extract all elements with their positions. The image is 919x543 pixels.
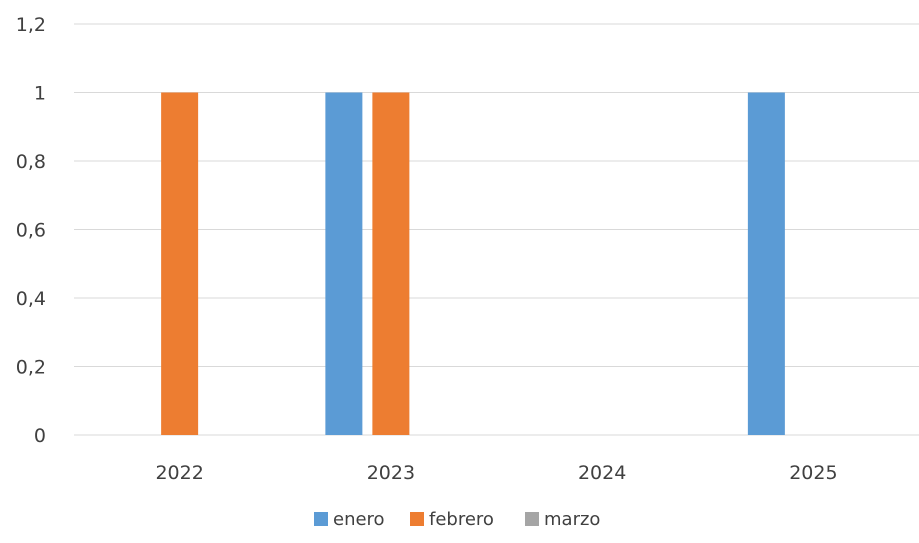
x-tick-label: 2025 [789, 462, 837, 484]
legend-label-febrero: febrero [429, 509, 494, 530]
legend-label-enero: enero [333, 509, 385, 530]
bars [161, 92, 785, 435]
y-axis-tick-labels: 0 0,2 0,4 0,6 0,8 1 1,2 [16, 14, 46, 447]
y-tick-label: 0,4 [16, 288, 46, 310]
y-tick-label: 1 [34, 83, 46, 105]
x-tick-label: 2024 [578, 462, 626, 484]
x-tick-label: 2022 [155, 462, 203, 484]
bar-febrero-2022 [161, 92, 199, 435]
bar-febrero-2023 [372, 92, 410, 435]
y-tick-label: 0 [34, 425, 46, 447]
legend-swatch-marzo [525, 512, 539, 526]
bar-enero-2025 [747, 92, 785, 435]
y-tick-label: 0,2 [16, 357, 46, 379]
y-tick-label: 0,6 [16, 220, 46, 242]
legend-swatch-enero [314, 512, 328, 526]
bar-enero-2023 [325, 92, 363, 435]
y-tick-label: 0,8 [16, 151, 46, 173]
legend-label-marzo: marzo [544, 509, 600, 530]
gridlines [74, 23, 919, 436]
x-axis-tick-labels: 2022 2023 2024 2025 [155, 462, 837, 484]
legend: enero febrero marzo [314, 509, 600, 530]
legend-swatch-febrero [410, 512, 424, 526]
y-tick-label: 1,2 [16, 14, 46, 36]
x-tick-label: 2023 [367, 462, 415, 484]
